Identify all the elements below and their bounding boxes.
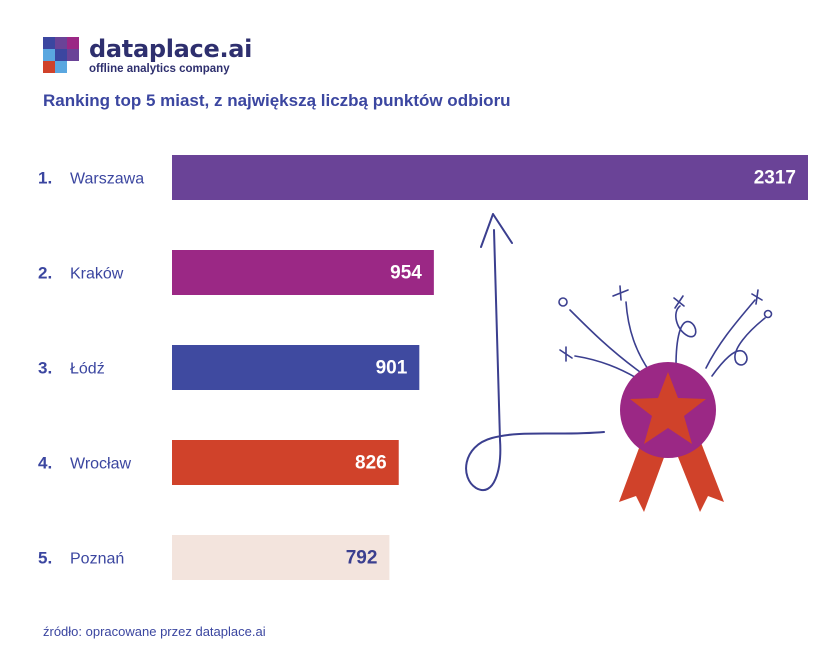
rank-label: 1. (38, 169, 52, 188)
bar (172, 535, 390, 580)
brand-name: dataplace.ai (89, 35, 253, 63)
chart-title: Ranking top 5 miast, z największą liczbą… (43, 91, 511, 110)
rank-label: 4. (38, 454, 52, 473)
arrow-doodle-icon (465, 213, 605, 491)
bars-layer: 1. Warszawa 2317 2. Kraków 954 3. Łódź 901 4. Wroc… (38, 155, 808, 580)
value-label: 901 (376, 358, 408, 379)
category-label: Kraków (70, 266, 124, 283)
value-label: 954 (390, 263, 422, 284)
bar (172, 250, 434, 295)
bar (172, 155, 808, 200)
rank-label: 3. (38, 359, 52, 378)
value-label: 826 (355, 453, 387, 474)
category-label: Warszawa (70, 171, 144, 188)
bar (172, 345, 420, 390)
category-label: Wrocław (70, 456, 131, 473)
logo-mark-icon (43, 37, 79, 73)
award-badge-icon (619, 362, 724, 512)
value-label: 792 (346, 548, 378, 569)
category-label: Łódź (70, 361, 105, 378)
source-note: źródło: opracowane przez dataplace.ai (43, 624, 266, 639)
sparkle-doodle-icon (558, 285, 773, 381)
bar (172, 440, 399, 485)
brand-tagline: offline analytics company (89, 63, 230, 75)
rank-label: 5. (38, 549, 52, 568)
rank-label: 2. (38, 264, 52, 283)
category-label: Poznań (70, 551, 124, 568)
value-label: 2317 (754, 168, 796, 189)
